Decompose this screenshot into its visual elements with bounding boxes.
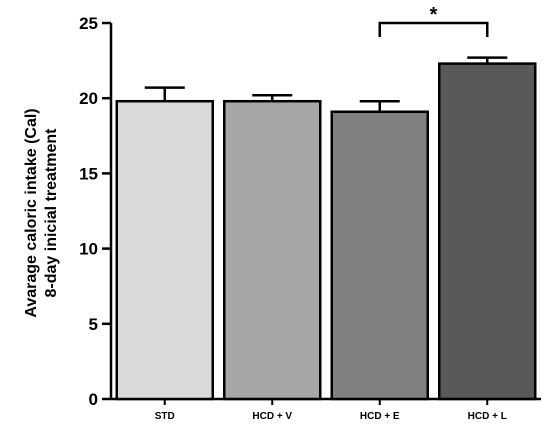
y-tick-label: 25 xyxy=(79,14,98,33)
bar-hcd-e xyxy=(330,110,429,401)
y-axis-title-line-2: 8-day inicial treatment xyxy=(43,128,60,298)
y-tick-label: 5 xyxy=(89,315,98,334)
plot-area: 0 5 10 15 20 25 STD HCD + V HCD + E HCD + L * xyxy=(79,4,541,422)
bar-std xyxy=(115,99,214,401)
significance-bracket xyxy=(378,21,489,37)
significance-marker: * xyxy=(430,4,438,26)
y-axis-title-line-1: Avarage caloric intake (Cal) xyxy=(23,108,40,317)
y-tick-label: 0 xyxy=(89,390,98,409)
x-tick-label: HCD + E xyxy=(360,411,400,422)
x-tick-label: HCD + V xyxy=(252,411,292,422)
x-tick-label: HCD + L xyxy=(468,411,507,422)
bar-hcd-v xyxy=(223,99,322,401)
x-tick-label: STD xyxy=(155,411,175,422)
y-tick-label: 15 xyxy=(79,164,98,183)
y-tick-label: 20 xyxy=(79,89,98,108)
bar-hcd-l xyxy=(438,62,537,401)
y-tick-label: 10 xyxy=(79,240,98,259)
